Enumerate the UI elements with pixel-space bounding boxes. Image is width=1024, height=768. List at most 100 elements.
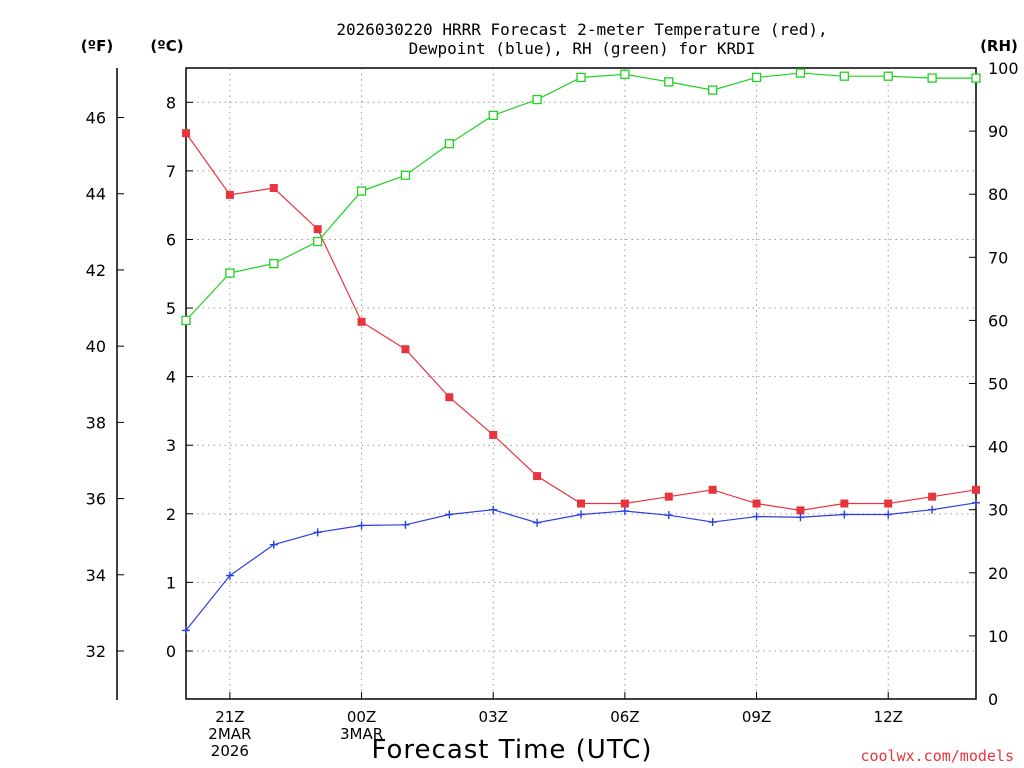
relative-humidity-point — [532, 94, 542, 105]
dewpoint-point — [225, 571, 234, 580]
dewpoint-point — [182, 626, 190, 635]
relative-humidity-point — [313, 236, 323, 247]
fahrenheit-tick-label: 42 — [86, 261, 106, 280]
rh-tick-label: 100 — [988, 59, 1019, 78]
temperature-point — [577, 499, 585, 508]
rh-tick-label: 0 — [988, 690, 998, 709]
dewpoint-point — [884, 510, 893, 519]
x-tick-label: 2MAR — [208, 725, 251, 743]
chart-title-line-2: Dewpoint (blue), RH (green) for KRDI — [409, 39, 756, 58]
relative-humidity-point — [269, 258, 279, 269]
x-tick-label: 12Z — [874, 708, 903, 726]
rh-unit-label: (RH) — [980, 37, 1018, 55]
temperature-point — [357, 317, 366, 326]
relative-humidity-point — [751, 72, 762, 83]
credit-text: coolwx.com/models — [860, 747, 1014, 765]
relative-humidity-point — [927, 73, 937, 83]
celsius-tick-label: 1 — [166, 573, 176, 592]
dewpoint-series-line — [185, 502, 977, 631]
temperature-point — [928, 492, 937, 501]
x-tick-label: 00Z — [347, 708, 376, 726]
relative-humidity-point — [664, 77, 674, 87]
rh-tick-label: 40 — [988, 438, 1008, 457]
temperature-point — [708, 485, 717, 494]
temperature-point — [182, 129, 190, 138]
data-series — [181, 68, 981, 635]
temperature-point — [401, 345, 410, 354]
rh-tick-label: 80 — [988, 185, 1008, 204]
relative-humidity-point — [356, 186, 367, 196]
relative-humidity-point — [883, 71, 893, 81]
chart-title-line-1: 2026030220 HRRR Forecast 2-meter Tempera… — [336, 20, 827, 39]
rh-tick-label: 60 — [988, 311, 1008, 330]
celsius-tick-label: 4 — [166, 368, 176, 387]
x-tick-label: 03Z — [479, 708, 508, 726]
relative-humidity-point — [225, 268, 235, 278]
grid-lines — [186, 68, 976, 699]
fahrenheit-tick-label: 46 — [86, 109, 106, 128]
rh-tick-label: 50 — [988, 375, 1008, 394]
dewpoint-point — [972, 498, 980, 507]
dewpoint-point — [357, 521, 366, 530]
dewpoint-point — [313, 528, 322, 537]
relative-humidity-point — [839, 71, 849, 81]
temperature-point — [489, 430, 498, 439]
x-axis-label: Forecast Time (UTC) — [371, 735, 652, 765]
dewpoint-point — [445, 510, 454, 519]
celsius-tick-label: 6 — [166, 230, 176, 249]
relative-humidity-point — [795, 68, 806, 78]
temperature-point — [620, 499, 629, 508]
fahrenheit-tick-label: 32 — [86, 642, 106, 661]
rh-tick-label: 10 — [988, 627, 1008, 646]
relative-humidity-point — [400, 170, 411, 180]
temperature-point — [225, 190, 234, 199]
rh-tick-label: 30 — [988, 501, 1008, 520]
dewpoint-point — [928, 505, 937, 514]
dewpoint-point — [752, 512, 761, 521]
fahrenheit-tick-label: 36 — [86, 490, 106, 509]
dewpoint-point — [664, 511, 673, 520]
temperature-point — [313, 225, 322, 234]
fahrenheit-tick-label: 40 — [86, 337, 106, 356]
temperature-point — [445, 393, 454, 402]
temperature-point — [884, 499, 893, 508]
celsius-tick-label: 3 — [166, 436, 176, 455]
temperature-point — [664, 492, 673, 501]
temperature-point — [972, 485, 980, 494]
relative-humidity-point — [488, 110, 498, 120]
celsius-tick-label: 7 — [166, 162, 176, 181]
dewpoint-point — [708, 518, 717, 527]
relative-humidity-point — [971, 73, 981, 83]
celsius-tick-label: 5 — [166, 299, 176, 318]
rh-tick-label: 20 — [988, 564, 1008, 583]
celsius-tick-label: 8 — [166, 93, 176, 112]
dewpoint-point — [620, 507, 629, 516]
celsius-tick-label: 0 — [166, 642, 176, 661]
dewpoint-point — [489, 505, 498, 514]
relative-humidity-point — [620, 69, 630, 79]
relative-humidity-point — [708, 85, 718, 95]
fahrenheit-tick-label: 44 — [86, 185, 106, 204]
temperature-point — [269, 184, 278, 193]
dewpoint-point — [577, 510, 585, 519]
temperature-point — [840, 499, 849, 508]
celsius-unit-label: (ºC) — [150, 37, 183, 55]
relative-humidity-point — [576, 72, 586, 83]
dewpoint-point — [840, 510, 849, 519]
x-tick-label: 06Z — [610, 708, 639, 726]
temperature-point — [796, 506, 805, 515]
axis-ticks: 0123456783234363840424446010203040506070… — [86, 59, 1019, 760]
dewpoint-point — [533, 518, 542, 527]
dewpoint-point — [796, 513, 805, 522]
dewpoint-point — [269, 540, 278, 549]
x-tick-label: 21Z — [215, 708, 244, 726]
x-tick-label: 2026 — [211, 742, 249, 760]
relative-humidity-point — [181, 315, 191, 326]
fahrenheit-tick-label: 34 — [86, 566, 106, 585]
temperature-series-line — [185, 132, 977, 511]
dewpoint-point — [401, 520, 410, 529]
temperature-point — [752, 499, 761, 508]
plot-frame — [185, 67, 977, 700]
relative-humidity-series-line — [185, 72, 976, 321]
